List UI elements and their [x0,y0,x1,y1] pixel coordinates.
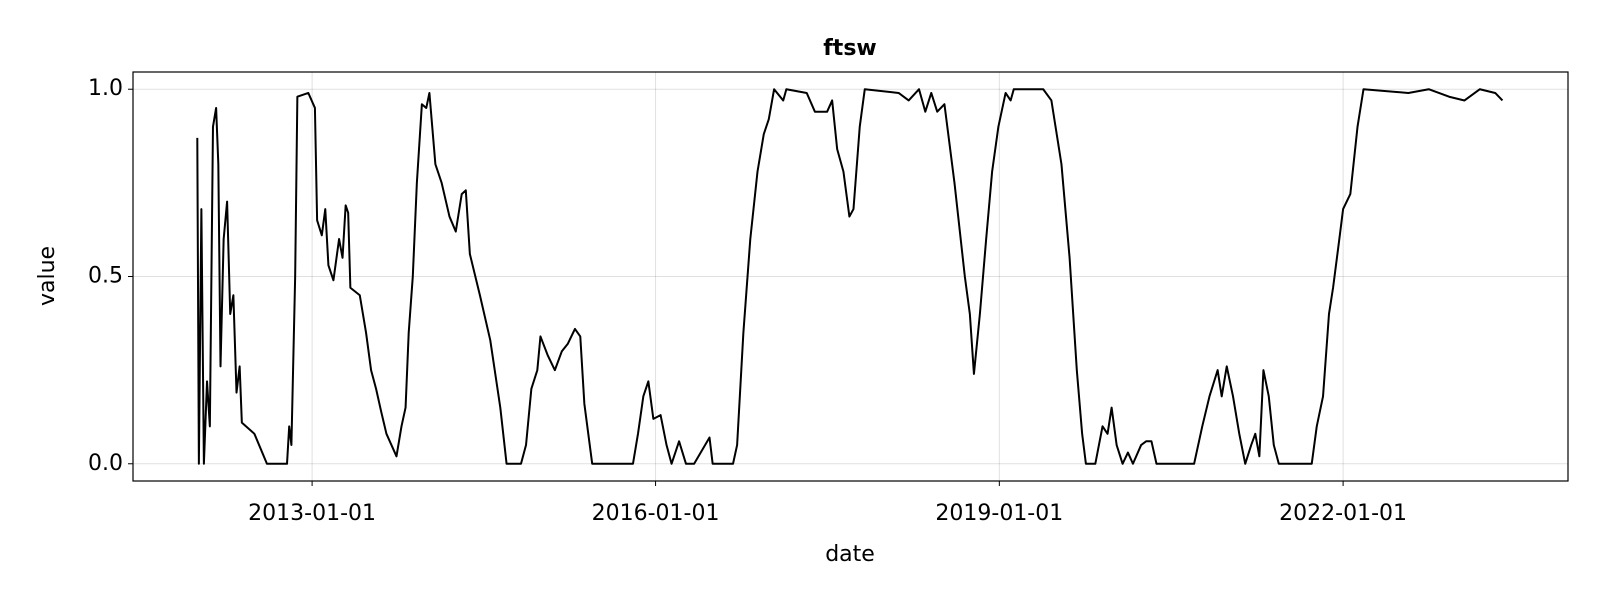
x-tick-label: 2022-01-01 [1279,501,1407,526]
x-tick-label: 2016-01-01 [592,501,720,526]
y-tick-label: 0.5 [88,264,123,289]
y-tick-label: 0.0 [88,451,123,476]
y-tick-label: 1.0 [88,76,123,101]
chart-title: ftsw [823,36,877,61]
plot-frame [132,71,1569,482]
x-axis-label: date [825,542,875,567]
y-axis-label: value [35,246,60,306]
x-tick-label: 2019-01-01 [935,501,1063,526]
x-tick-label: 2013-01-01 [248,501,376,526]
data-line [196,88,1504,465]
